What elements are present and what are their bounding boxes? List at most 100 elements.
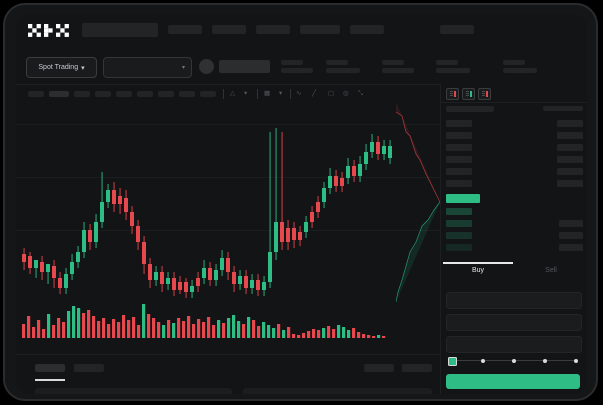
indicators-icon[interactable]: △ (230, 90, 235, 97)
orderbook-bid-row-amount (559, 220, 583, 227)
orderbook-view-both[interactable] (446, 88, 459, 100)
orderbook-ask-row-amount (557, 132, 583, 139)
candle-series (22, 128, 392, 298)
toolbar-divider (257, 89, 258, 99)
gridline (16, 230, 440, 231)
depth-chart (396, 102, 440, 302)
okx-logo-icon[interactable] (28, 24, 74, 37)
camera-icon[interactable]: ▢ (328, 90, 335, 97)
pair-selector[interactable]: ▾ (103, 57, 192, 78)
search-input[interactable] (82, 23, 158, 37)
chart-type-chevron-icon[interactable]: ▾ (279, 90, 283, 97)
pair-name (219, 60, 270, 73)
slider-stop-25[interactable] (481, 358, 485, 363)
indicators-chevron-icon[interactable]: ▾ (244, 90, 248, 97)
orderbook-last-price[interactable] (446, 194, 480, 203)
orderbook-column-header-price (446, 106, 494, 112)
line-chart-icon[interactable]: ∿ (296, 90, 302, 97)
timeframe-1w[interactable] (158, 91, 174, 97)
bottom-card-left (35, 388, 232, 394)
ticker-bar: Spot Trading ▾ ▾ (16, 48, 587, 84)
nav-item-4[interactable] (300, 25, 340, 34)
nav-item-2[interactable] (212, 25, 246, 34)
orderbook-bid-row-amount (559, 232, 583, 239)
device-bezel: Spot Trading ▾ ▾ (3, 3, 598, 401)
timeframe-4h[interactable] (116, 91, 132, 97)
amount-slider[interactable] (448, 356, 578, 366)
chevron-down-icon: ▾ (81, 64, 85, 72)
orderbook-bid-row[interactable] (446, 208, 472, 215)
order-amount-input[interactable] (446, 314, 582, 331)
volume-histogram (16, 302, 440, 352)
orderbook-view-bids[interactable] (462, 88, 475, 100)
chevron-down-icon: ▾ (181, 65, 185, 71)
slider-handle[interactable] (448, 357, 457, 366)
timeframe-1h[interactable] (95, 91, 111, 97)
trading-mode-selector[interactable]: Spot Trading ▾ (26, 57, 97, 78)
account-menu[interactable] (440, 25, 474, 34)
orderbook-ask-row[interactable] (446, 120, 472, 127)
tab-open-orders[interactable] (35, 364, 65, 372)
nav-item-3[interactable] (256, 25, 290, 34)
stat-value (382, 68, 414, 73)
submit-buy-button[interactable] (446, 374, 580, 389)
fullscreen-icon[interactable]: ⤡ (358, 90, 364, 97)
toolbar-divider (290, 89, 291, 99)
orderbook-bid-row[interactable] (446, 232, 472, 239)
order-price-input[interactable] (446, 292, 582, 309)
tab-buy[interactable]: Buy (471, 267, 485, 274)
active-tab-indicator (35, 379, 65, 381)
device-screen: Spot Trading ▾ ▾ (16, 14, 587, 394)
chart-type-icon[interactable]: ▦ (264, 90, 271, 97)
timeframe-more[interactable] (200, 91, 216, 97)
orderbook-ask-row-amount (557, 156, 583, 163)
timeframe-1d[interactable] (137, 91, 153, 97)
toolbar-divider (223, 89, 224, 99)
orderbook-bid-row[interactable] (446, 244, 472, 251)
orderbook-view-asks[interactable] (478, 88, 491, 100)
orderbook-ask-row[interactable] (446, 132, 472, 139)
settings-icon[interactable]: ◎ (343, 90, 349, 97)
order-total-input[interactable] (446, 336, 582, 353)
bottom-action-2[interactable] (402, 364, 432, 372)
stat-label (382, 60, 404, 65)
stat-label (503, 60, 525, 65)
orderbook-ask-row[interactable] (446, 168, 472, 175)
slider-stop-50[interactable] (512, 358, 516, 363)
orderbook-ask-row[interactable] (446, 180, 472, 187)
tab-sell[interactable]: Sell (545, 267, 557, 274)
nav-item-1[interactable] (168, 25, 202, 34)
stat-last-price (281, 60, 313, 73)
slider-stop-100[interactable] (574, 358, 578, 363)
gridline (16, 177, 440, 178)
active-side-indicator (443, 262, 513, 264)
timeframe-1mo[interactable] (179, 91, 195, 97)
stat-label (326, 60, 348, 65)
orderbook-column-header-amount (543, 106, 583, 111)
orderbook-ask-row[interactable] (446, 144, 472, 151)
trading-mode-label: Spot Trading (38, 64, 79, 71)
trade-side-tabs: Buy Sell (440, 262, 587, 284)
tab-order-history[interactable] (74, 364, 104, 372)
orderbook-ask-row[interactable] (446, 156, 472, 163)
timeframe-5m[interactable] (49, 91, 69, 97)
drawing-tools-icon[interactable]: ╱ (312, 90, 316, 97)
stat-label (281, 60, 303, 65)
app-header (16, 14, 587, 48)
slider-stop-75[interactable] (543, 358, 547, 363)
candlestick-chart[interactable] (16, 102, 440, 302)
orderbook-ask-row-amount (557, 168, 583, 175)
orderbook-ask-row-amount (557, 144, 583, 151)
gridline (16, 124, 440, 125)
stat-value (436, 68, 470, 73)
orderbook-ask-row-amount (557, 180, 583, 187)
orderbook-ask-row-amount (557, 120, 583, 127)
bottom-action-1[interactable] (364, 364, 394, 372)
stat-value (503, 68, 537, 73)
stat-24h-high (382, 60, 414, 73)
stat-24h-change (326, 60, 360, 73)
orderbook-bid-row[interactable] (446, 220, 472, 227)
timeframe-1m[interactable] (28, 91, 44, 97)
nav-item-5[interactable] (350, 25, 384, 34)
timeframe-15m[interactable] (74, 91, 90, 97)
